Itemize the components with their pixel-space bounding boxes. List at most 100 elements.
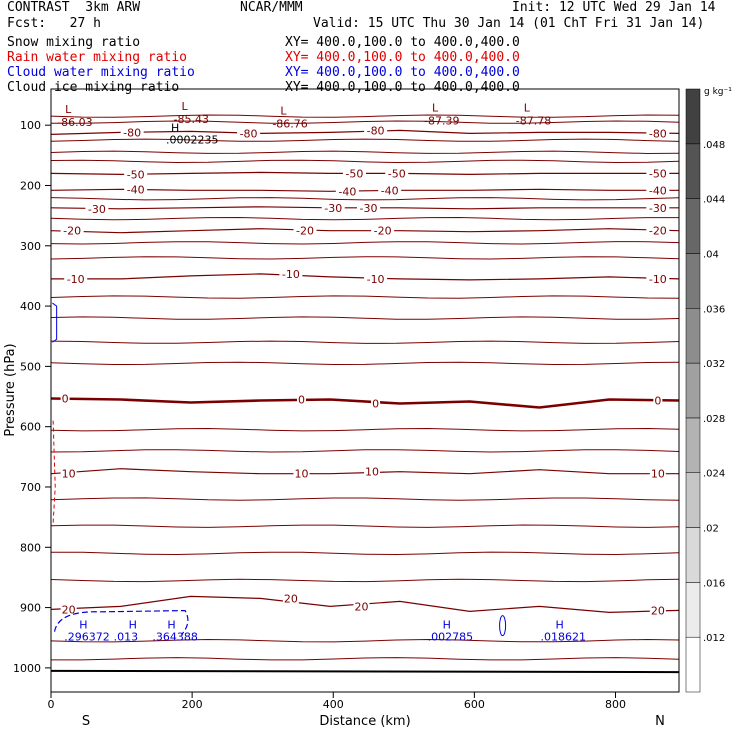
contour-label-bg <box>646 127 670 139</box>
contour-label-bg <box>60 603 77 615</box>
isotherm-line-unlabeled <box>50 159 680 164</box>
colorbar-segment <box>685 88 701 145</box>
colorbar-segment <box>685 308 701 364</box>
low-value: -86.76 <box>272 117 307 130</box>
cloud-water-contour <box>53 609 189 636</box>
legend-cloudice-xy: XY= 400.0,100.0 to 400.0,400.0 <box>285 80 520 95</box>
contour-label-bg <box>60 467 77 479</box>
plot-frame <box>50 88 680 693</box>
contour-label: -50 <box>388 167 406 180</box>
legend-cloudwater-name: Cloud water mixing ratio <box>7 65 195 80</box>
contour-label: 0 <box>298 394 305 407</box>
x-tick-label: 200 <box>182 698 203 711</box>
isotherm--40-line <box>50 188 679 192</box>
isotherm-line-unlabeled <box>50 316 680 320</box>
contour-label: -20 <box>649 225 667 238</box>
colorbar-segment <box>685 527 701 583</box>
isotherm-line-unlabeled <box>50 197 680 201</box>
cloud-water-max-marker: H <box>79 619 87 632</box>
low-marker: L <box>524 101 531 114</box>
contour-label: -10 <box>67 273 85 286</box>
contour-label: -20 <box>63 225 81 238</box>
y-tick-label: 400 <box>20 300 41 313</box>
contour-label: 20 <box>354 600 368 613</box>
colorbar-tick-label: .024 <box>703 469 725 480</box>
contour-label-bg <box>378 184 402 196</box>
colorbar-segment <box>685 472 701 528</box>
contour-label-bg <box>371 397 381 409</box>
cloud-water-max-value: .296372 <box>64 631 110 644</box>
isotherm-line-unlabeled <box>50 578 680 583</box>
contour-label: -30 <box>88 203 106 216</box>
isotherm-line-unlabeled <box>50 216 679 221</box>
contour-label-bg <box>371 224 395 236</box>
low-value: -86.03 <box>57 116 92 129</box>
isotherm-line-unlabeled <box>50 497 680 501</box>
cloud-water-max-value: .364388 <box>152 631 198 644</box>
legend-rain-xy: XY= 400.0,100.0 to 400.0,400.0 <box>285 50 520 65</box>
x-tick-label: 0 <box>48 698 55 711</box>
y-tick-label: 800 <box>20 541 41 554</box>
colorbar-tick-label: .044 <box>703 195 725 206</box>
y-tick-label: 1000 <box>13 662 41 675</box>
contour-label: -10 <box>282 268 300 281</box>
contour-label: -80 <box>367 124 385 137</box>
low-marker: L <box>65 103 72 116</box>
low-value: -87.78 <box>516 114 551 127</box>
colorbar-tick-label: .028 <box>703 414 725 425</box>
colorbar-tick-label: .016 <box>703 578 725 589</box>
isotherm-line-unlabeled <box>50 138 680 142</box>
contour-label: -30 <box>360 202 378 215</box>
header-valid: Valid: 15 UTC Thu 30 Jan 14 (01 ChT Fri … <box>313 16 705 31</box>
y-tick-label: 300 <box>20 240 41 253</box>
contour-label: 10 <box>365 466 379 479</box>
legend-snow-name: Snow mixing ratio <box>7 35 141 50</box>
contour-label: 10 <box>62 468 76 481</box>
contour-label: 0 <box>62 393 69 406</box>
isotherm-line-unlabeled <box>50 256 680 260</box>
y-tick-label: 900 <box>20 602 41 615</box>
contour-label-bg <box>385 167 409 179</box>
isotherm-line-unlabeled <box>50 295 680 299</box>
cloud-water-max-marker: H <box>167 619 175 632</box>
contour-label: -50 <box>345 167 363 180</box>
colorbar-segment <box>685 636 701 693</box>
x-axis-label: Distance (km) <box>319 714 410 729</box>
legend-cloudice-name: Cloud ice mixing ratio <box>7 80 180 95</box>
contour-label-bg <box>649 467 666 479</box>
colorbar-segment <box>685 253 701 309</box>
contour-label-bg <box>60 392 70 404</box>
legend-cloudwater-xy: XY= 400.0,100.0 to 400.0,400.0 <box>285 65 520 80</box>
contour-label: -10 <box>367 273 385 286</box>
cloud-water-max-marker: H <box>556 619 564 632</box>
contour-label-bg <box>646 224 670 236</box>
cloud-water-max-value: .018621 <box>541 631 587 644</box>
colorbar-tick-label: .048 <box>703 140 725 151</box>
isotherm-line-unlabeled <box>50 427 680 432</box>
low-value: -87.39 <box>424 114 459 127</box>
contour-label-bg <box>237 127 261 139</box>
colorbar-segment <box>685 582 701 638</box>
contour-label-bg <box>653 394 663 406</box>
rain-water-contour <box>52 420 56 524</box>
isotherm-line-unlabeled <box>50 241 680 245</box>
colorbar-segment <box>685 143 701 199</box>
y-tick-label: 200 <box>20 179 41 192</box>
contour-label: -80 <box>649 127 667 140</box>
isotherm-line-unlabeled <box>50 114 680 118</box>
contour-label-bg <box>321 201 345 213</box>
snow-max-marker: H <box>171 121 179 134</box>
x-tick-label: 800 <box>605 698 626 711</box>
header-init: Init: 12 UTC Wed 29 Jan 14 <box>512 0 716 15</box>
cloud-water-max-marker: H <box>129 619 137 632</box>
low-marker: L <box>182 100 189 113</box>
contour-label-bg <box>120 126 144 138</box>
colorbar-tick-label: .02 <box>703 524 719 535</box>
header-model: CONTRAST 3km ARW <box>7 0 141 15</box>
contour-label-bg <box>353 600 370 612</box>
low-marker: L <box>280 104 287 117</box>
contour-label: -40 <box>381 184 399 197</box>
y-tick-label: 700 <box>20 481 41 494</box>
contour-label-bg <box>296 393 306 405</box>
contour-label: -40 <box>338 185 356 198</box>
